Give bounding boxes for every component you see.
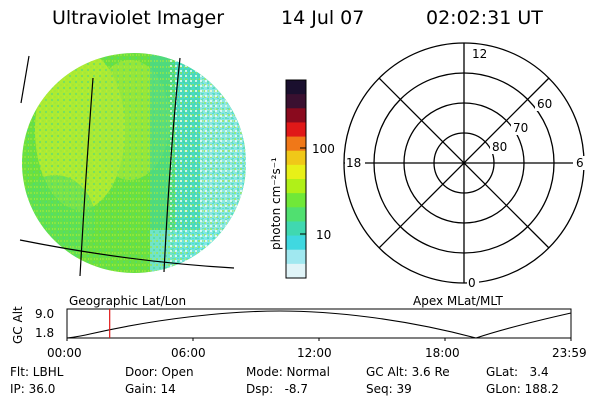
colorbar-segment xyxy=(286,263,306,279)
timeline-xtick-1200: 12:00 xyxy=(297,346,332,360)
mlt-label-6: 6 xyxy=(576,156,584,170)
colorbar-segment xyxy=(286,235,306,251)
mlt-label-18: 18 xyxy=(346,156,362,170)
colorbar-segment xyxy=(286,80,306,95)
geographic-grid xyxy=(19,55,235,277)
timeline-xtick-0000: 00:00 xyxy=(47,346,82,360)
colorbar-segment xyxy=(286,122,306,138)
colorbar-segment xyxy=(286,136,306,152)
lat-label-80: 80 xyxy=(492,140,508,154)
polar-grid xyxy=(343,42,585,284)
colorbar-segment xyxy=(286,193,306,208)
geographic-panel-label: Geographic Lat/Lon xyxy=(69,294,187,308)
status-seq: Seq: 39 xyxy=(366,382,412,396)
status-mode: Mode: Normal xyxy=(246,365,330,379)
instrument-title: Ultraviolet Imager xyxy=(52,7,225,29)
colorbar-segment xyxy=(286,150,306,166)
apex-panel-label: Apex MLat/MLT xyxy=(413,294,503,308)
status-gcalt: GC Alt: 3.6 Re xyxy=(366,365,450,379)
colorbar-segment xyxy=(286,221,306,237)
timeline-ylabel: GC Alt xyxy=(11,306,25,344)
timeline-ytick-9: 9.0 xyxy=(35,307,55,321)
colorbar-tick-10: 10 xyxy=(316,228,332,242)
polar-label-bg xyxy=(345,47,585,288)
colorbar xyxy=(285,79,307,279)
status-glon: GLon: 188.2 xyxy=(486,382,559,396)
colorbar-tick-100: 100 xyxy=(312,142,335,156)
colorbar-segment xyxy=(286,94,306,109)
colorbar-segment xyxy=(286,164,306,180)
colorbar-border xyxy=(285,79,307,279)
status-door: Door: Open xyxy=(125,365,194,379)
status-ip: IP: 36.0 xyxy=(10,382,56,396)
mlt-label-0: 0 xyxy=(468,276,476,290)
status-gain: Gain: 14 xyxy=(125,382,176,396)
timeline-plot xyxy=(66,308,572,341)
lat-label-70: 70 xyxy=(513,121,529,135)
colorbar-segment xyxy=(286,249,306,265)
timeline-xtick-2359: 23:59 xyxy=(552,346,587,360)
colorbar-ticks xyxy=(300,147,306,235)
timeline-xtick-1800: 18:00 xyxy=(425,346,460,360)
colorbar-segment xyxy=(286,207,306,223)
date-label: 14 Jul 07 xyxy=(281,7,365,29)
colorbar-unit-label: photon cm⁻²s⁻¹ xyxy=(269,157,283,250)
altitude-curve xyxy=(66,310,572,339)
mlt-label-12: 12 xyxy=(472,47,488,61)
status-flt: Flt: LBHL xyxy=(10,365,64,379)
timeline-ytick-1-8: 1.8 xyxy=(35,326,55,340)
colorbar-segment xyxy=(286,108,306,124)
status-glat: GLat: 3.4 xyxy=(486,365,549,379)
colorbar-segment xyxy=(286,179,306,194)
time-label: 02:02:31 UT xyxy=(426,7,543,29)
auroral-image xyxy=(22,53,246,273)
timeline-xtick-0600: 06:00 xyxy=(171,346,206,360)
status-dsp: Dsp: -8.7 xyxy=(246,382,309,396)
lat-label-60: 60 xyxy=(537,97,553,111)
